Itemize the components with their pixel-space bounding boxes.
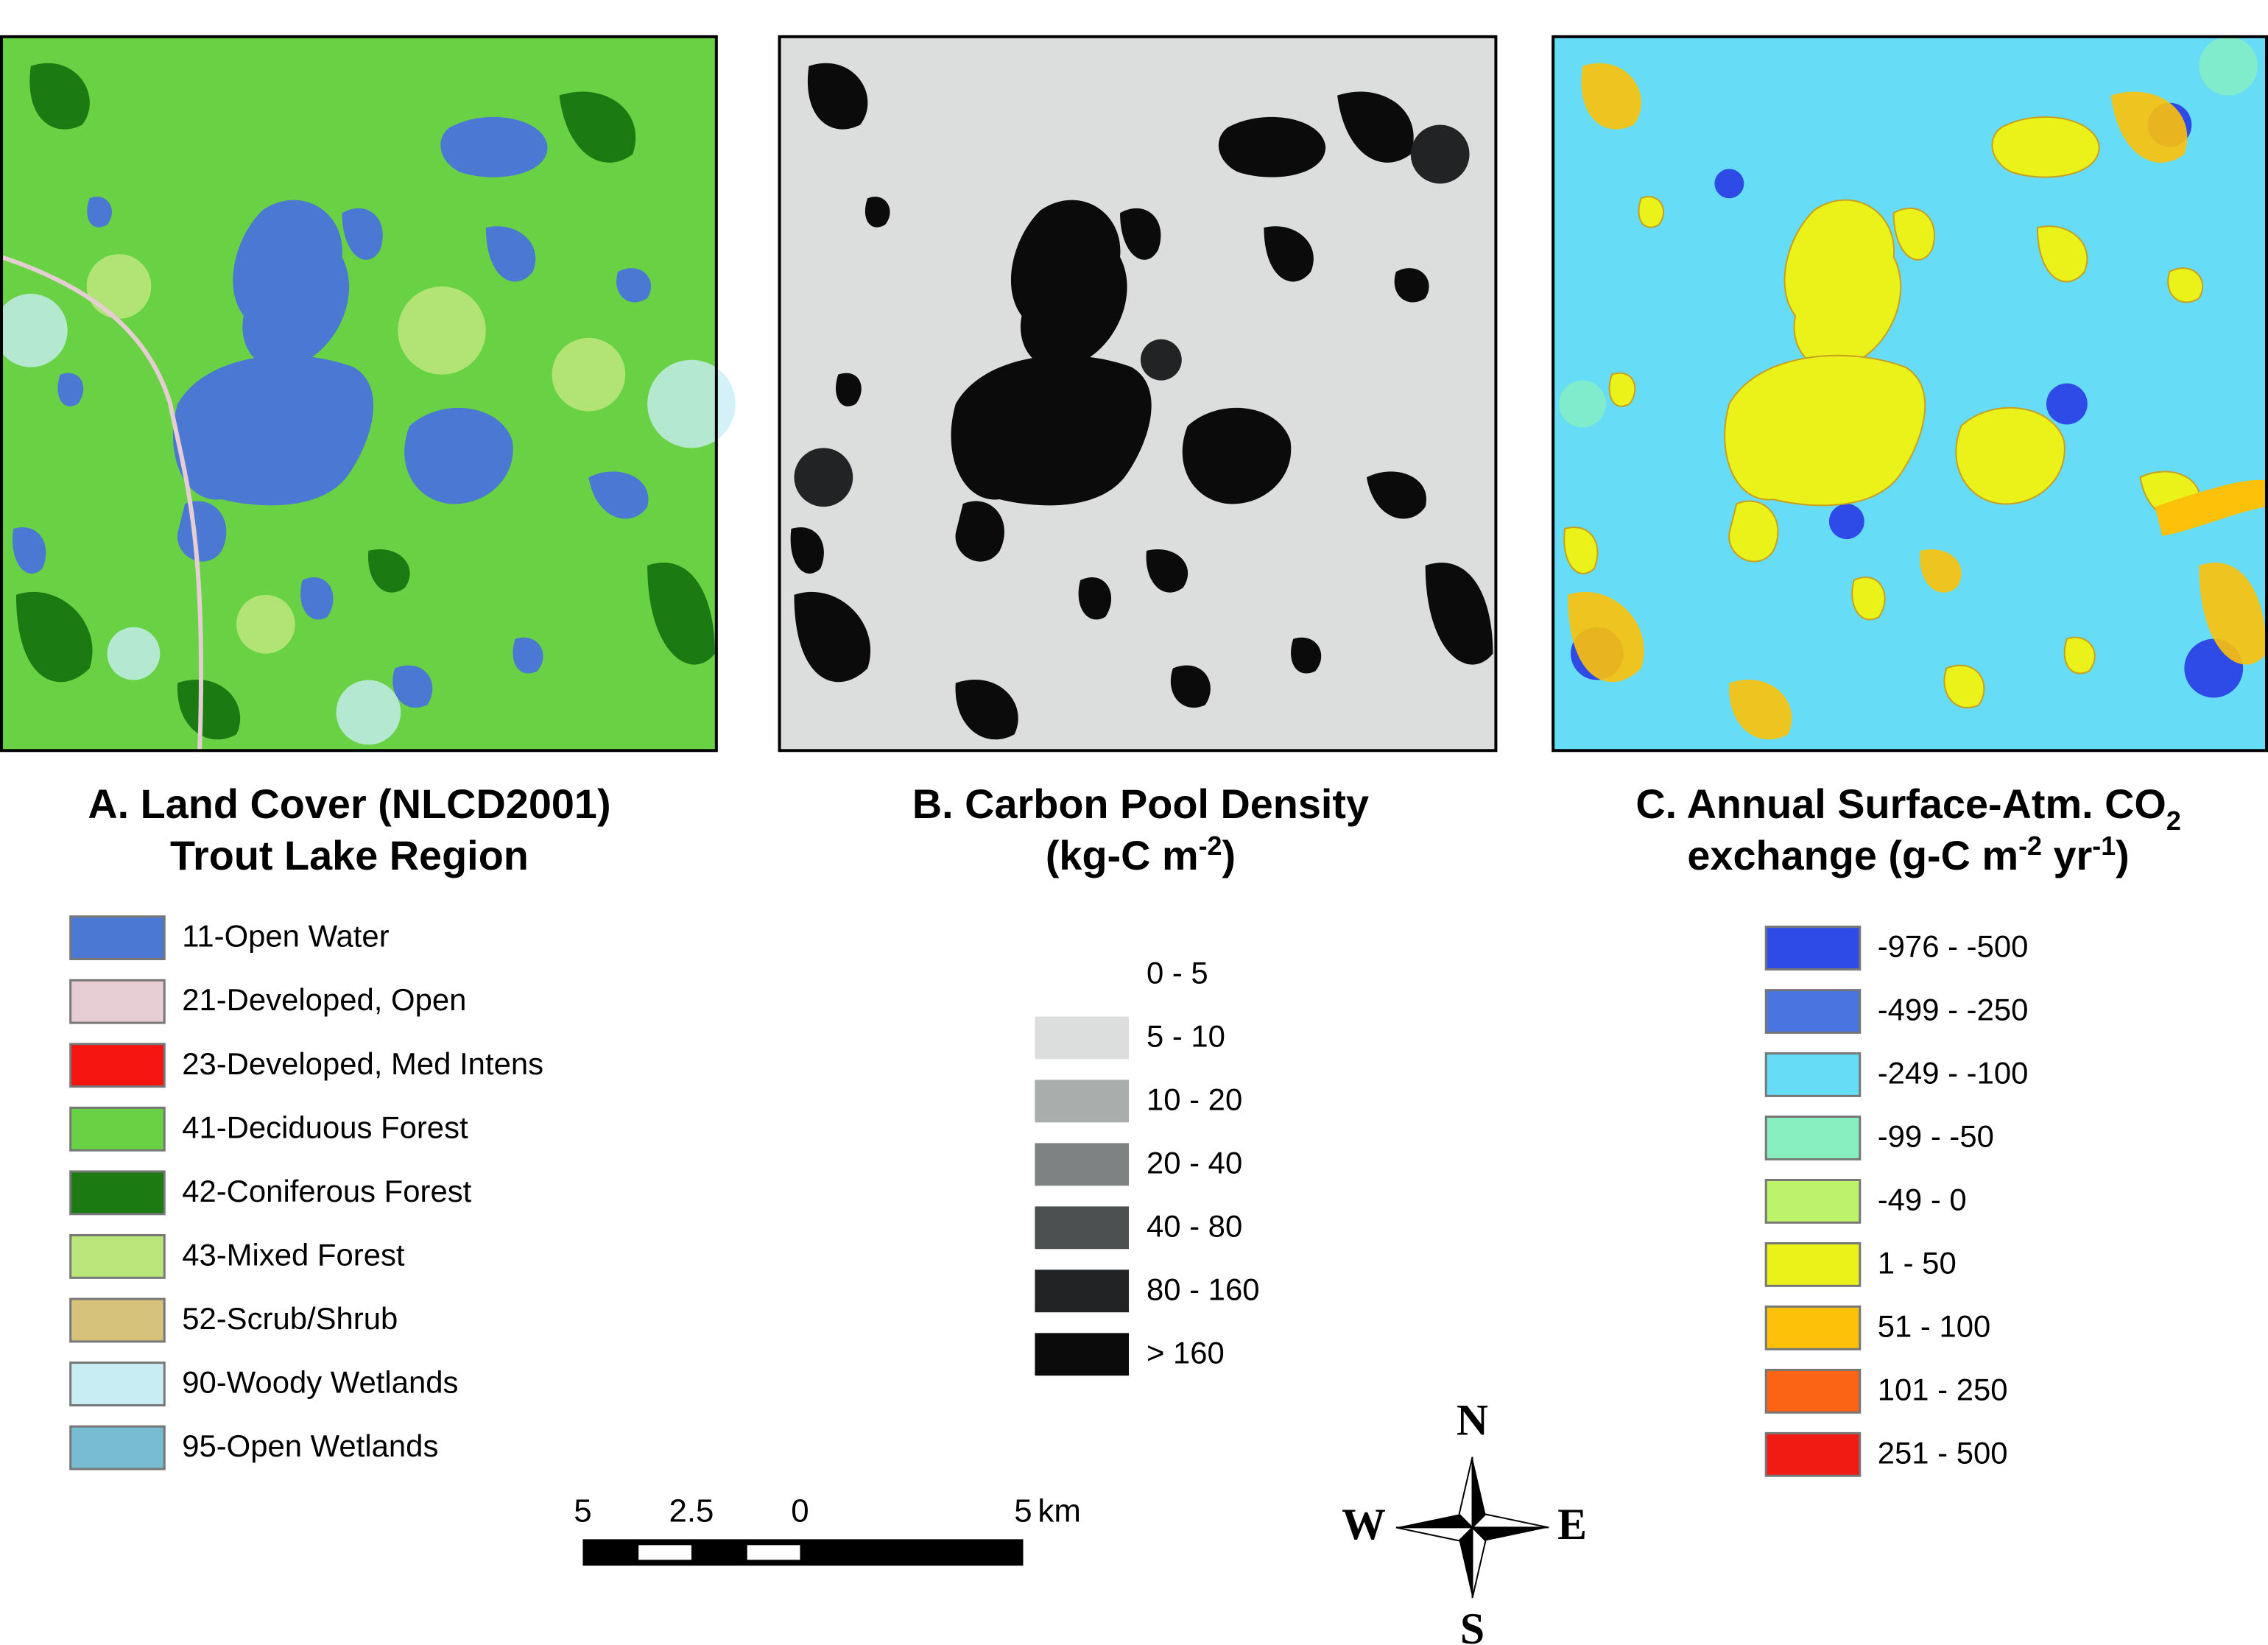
- legend-swatch: [69, 1297, 166, 1343]
- legend-swatch: [1764, 1179, 1862, 1224]
- legend-swatch: [1764, 1305, 1862, 1350]
- legend-swatch: [69, 979, 166, 1024]
- legend-label: 41-Deciduous Forest: [182, 1110, 468, 1144]
- legend-label: 11-Open Water: [182, 919, 389, 954]
- map-b: [778, 35, 1498, 753]
- map-a: [0, 35, 736, 753]
- legend-swatch: [1764, 1368, 1862, 1414]
- title-sup: -2: [1199, 831, 1222, 861]
- compass-label: N: [1457, 1396, 1488, 1445]
- legend-label: 80 - 160: [1147, 1272, 1260, 1306]
- legend-label: 90-Woody Wetlands: [182, 1365, 458, 1400]
- panel-title: Trout Lake Region: [170, 832, 529, 878]
- legend-swatch: [1035, 953, 1130, 996]
- compass-label: S: [1460, 1605, 1485, 1645]
- panel-title: (kg-C m-2): [1046, 831, 1236, 878]
- legend-label: > 160: [1147, 1335, 1225, 1370]
- title-part: ): [1222, 832, 1236, 878]
- legend-label: 42-Coniferous Forest: [182, 1174, 471, 1208]
- panel-title: A. Land Cover (NLCD2001): [88, 781, 610, 827]
- legend-swatch: [69, 1170, 166, 1216]
- legend-swatch: [69, 1043, 166, 1088]
- title-part: exchange (g-C m: [1687, 832, 2018, 878]
- legend-swatch: [1764, 989, 1862, 1034]
- title-sup: -1: [2092, 831, 2116, 861]
- legend-swatch: [1764, 926, 1862, 971]
- legend-label: -976 - -500: [1878, 929, 2029, 964]
- legend-swatch: [1764, 1116, 1862, 1160]
- panel-title: exchange (g-C m-2 yr-1): [1687, 831, 2129, 878]
- legend-swatch: [1035, 1079, 1130, 1123]
- scale-label: 2.5: [669, 1493, 714, 1529]
- scale-bar: 5 2.5 0 5 km: [574, 1493, 1081, 1566]
- legend-label: 1 - 50: [1878, 1245, 1957, 1280]
- legend-swatch: [1035, 1206, 1130, 1250]
- legends: 11-Open Water 21-Developed, Open 23-Develo…: [69, 915, 2029, 1477]
- compass-label: E: [1557, 1500, 1587, 1549]
- legend-swatch: [69, 1425, 166, 1470]
- title-part: C. Annual Surface-Atm. CO: [1635, 781, 2166, 827]
- legend-label: 0 - 5: [1147, 955, 1208, 990]
- panel-title: B. Carbon Pool Density: [912, 781, 1369, 827]
- legend-label: 101 - 250: [1878, 1372, 2008, 1406]
- scale-segment: [747, 1545, 800, 1560]
- legend-label: 20 - 40: [1147, 1145, 1242, 1180]
- legend-label: 40 - 80: [1147, 1208, 1242, 1243]
- legend-swatch: [69, 1233, 166, 1279]
- map-c: [1552, 35, 2268, 753]
- title-sub: 2: [2166, 806, 2181, 836]
- legend-label: 251 - 500: [1878, 1435, 2008, 1470]
- legend-label: -499 - -250: [1878, 993, 2029, 1027]
- legend-swatch: [69, 915, 166, 960]
- scale-unit: km: [1038, 1493, 1080, 1529]
- legend-swatch: [1035, 1333, 1130, 1376]
- legend-label: 51 - 100: [1878, 1308, 1991, 1343]
- legend-label: 10 - 20: [1147, 1082, 1242, 1116]
- legend-label: 21-Developed, Open: [182, 982, 466, 1017]
- legend-label: 95-Open Wetlands: [182, 1429, 438, 1463]
- legend-swatch: [1764, 1431, 1862, 1477]
- legend-swatch: [1035, 1016, 1130, 1060]
- panel-title: C. Annual Surface-Atm. CO2: [1635, 781, 2180, 836]
- scale-label: 5: [1014, 1493, 1032, 1529]
- legend-label: 43-Mixed Forest: [182, 1237, 405, 1272]
- legend-swatch: [69, 1106, 166, 1152]
- legend-swatch: [1035, 1269, 1130, 1313]
- legend-label: 52-Scrub/Shrub: [182, 1301, 398, 1336]
- compass-label: W: [1342, 1500, 1386, 1549]
- scale-label: 5: [574, 1493, 591, 1529]
- title-part: ): [2116, 832, 2130, 878]
- legend-label: 23-Developed, Med Intens: [182, 1046, 543, 1081]
- legend-label: -249 - -100: [1878, 1056, 2029, 1091]
- scale-label: 0: [791, 1493, 809, 1529]
- legend-swatch: [69, 1362, 166, 1406]
- scale-segment: [638, 1545, 691, 1560]
- legend-label: -49 - 0: [1878, 1182, 1967, 1216]
- legend-swatch: [1764, 1052, 1862, 1097]
- title-part: (kg-C m: [1046, 832, 1199, 878]
- legend-swatch: [1764, 1241, 1862, 1287]
- title-part: yr: [2042, 832, 2092, 878]
- legend-label: 5 - 10: [1147, 1018, 1225, 1053]
- compass: N S W E: [1342, 1396, 1587, 1645]
- legend-swatch: [1035, 1143, 1130, 1186]
- title-sup: -2: [2018, 831, 2042, 861]
- legend-label: -99 - -50: [1878, 1119, 1994, 1154]
